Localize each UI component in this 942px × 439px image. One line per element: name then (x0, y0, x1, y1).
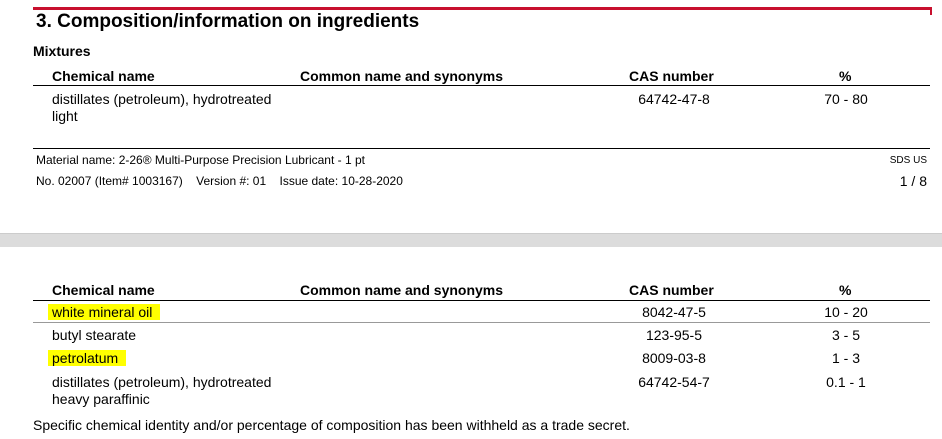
header-chemical-name: Chemical name (52, 68, 155, 84)
percent: 1 - 3 (831, 350, 860, 366)
header-rule (33, 300, 930, 301)
cas-number: 8009-03-8 (642, 350, 706, 366)
cas-number: 64742-47-8 (638, 91, 710, 107)
footer-sds: SDS US (889, 155, 927, 166)
chemical-name: white mineral oil (48, 304, 161, 320)
header-percent: % (839, 282, 852, 298)
trade-secret-note: Specific chemical identity and/or percen… (33, 417, 630, 433)
chemical-name: distillates (petroleum), hydrotreated (52, 91, 272, 107)
header-cas: CAS number (629, 68, 714, 84)
header-common-name: Common name and synonyms (300, 282, 504, 298)
section-divider (33, 7, 932, 15)
header-chemical-name: Chemical name (52, 282, 155, 298)
chemical-name: butyl stearate (52, 327, 137, 343)
chemical-name: distillates (petroleum), hydrotreated (52, 374, 272, 390)
header-cas: CAS number (629, 282, 714, 298)
cas-number: 8042-47-5 (642, 304, 706, 320)
page-number: 1 / 8 (899, 173, 927, 189)
header-percent: % (839, 68, 852, 84)
cas-number: 64742-54-7 (638, 374, 710, 390)
percent: 10 - 20 (824, 304, 868, 320)
page-break (0, 233, 942, 247)
section-title: 3. Composition/information on ingredient… (36, 11, 420, 32)
percent: 0.1 - 1 (826, 374, 866, 390)
chemical-name-cont: heavy paraffinic (52, 391, 150, 407)
subsection-title: Mixtures (33, 43, 91, 59)
percent: 70 - 80 (824, 91, 868, 107)
row-rule (33, 322, 930, 323)
chemical-name: petrolatum (48, 350, 127, 366)
footer-doc-info: No. 02007 (Item# 1003167) Version #: 01 … (36, 174, 403, 188)
chemical-name-cont: light (52, 108, 78, 124)
footer-rule (33, 148, 930, 149)
header-rule (33, 85, 930, 86)
percent: 3 - 5 (831, 327, 860, 343)
header-common-name: Common name and synonyms (300, 68, 504, 84)
footer-material: Material name: 2-26® Multi-Purpose Preci… (36, 153, 365, 167)
cas-number: 123-95-5 (645, 327, 703, 343)
